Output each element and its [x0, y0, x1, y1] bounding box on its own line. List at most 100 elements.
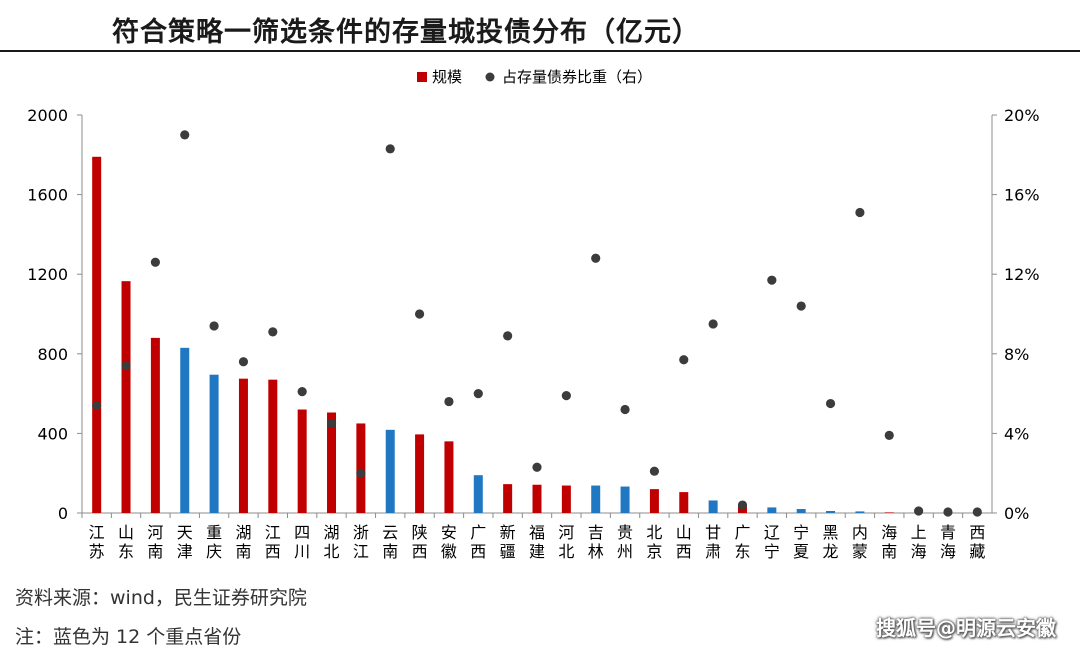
x-tick-label-bottom: 海: [940, 542, 956, 561]
dot-四川: [297, 387, 307, 397]
x-tick-label-bottom: 京: [646, 542, 662, 561]
dot-福建: [532, 462, 542, 472]
x-tick-label-top: 江: [89, 523, 105, 542]
x-tick-label-top: 吉: [588, 523, 604, 542]
y-tick-label-right: 4%: [1004, 424, 1029, 443]
dot-贵州: [620, 404, 630, 415]
x-tick-label-top: 山: [676, 523, 692, 542]
legend-label-share: 占存量债券比重（右）: [502, 68, 652, 86]
x-tick-label-bottom: 南: [881, 542, 897, 561]
x-tick-label-bottom: 疆: [500, 542, 516, 561]
dot-吉林: [591, 253, 601, 263]
legend-swatch-share: [485, 72, 495, 82]
x-tick-label-bottom: 北: [324, 542, 340, 561]
dot-海南: [884, 430, 894, 440]
x-tick-label-bottom: 宁: [764, 542, 780, 561]
bar-海南: [884, 512, 894, 513]
x-tick-label-bottom: 西: [265, 542, 281, 561]
x-tick-label-top: 新: [500, 523, 516, 542]
bar-广西: [473, 475, 483, 513]
dot-安徽: [444, 396, 454, 407]
y-tick-label-right: 16%: [1004, 186, 1040, 205]
dot-陕西: [414, 309, 425, 319]
x-tick-label-top: 重: [206, 523, 222, 542]
x-tick-label-bottom: 南: [235, 542, 251, 561]
x-tick-label-top: 海: [881, 523, 897, 542]
x-tick-label-top: 云: [382, 523, 398, 542]
y-tick-label-left: 0: [58, 504, 68, 523]
bar-湖南: [238, 378, 248, 513]
x-tick-label-bottom: 海: [911, 542, 927, 561]
dot-山西: [679, 355, 689, 365]
bar-天津: [180, 347, 190, 513]
bar-浙江: [356, 423, 366, 513]
bar-四川: [297, 409, 307, 513]
bar-河南: [150, 337, 160, 513]
dot-上海: [914, 506, 924, 516]
bar-云南: [385, 429, 395, 513]
x-tick-label-top: 河: [558, 523, 574, 542]
x-tick-label-bottom: 东: [118, 542, 134, 561]
dot-新疆: [503, 331, 513, 341]
title-rule: [0, 50, 1080, 52]
dot-宁夏: [796, 301, 806, 311]
x-tick-label-top: 福: [529, 523, 545, 542]
bar-内蒙: [855, 511, 865, 513]
dot-湖南: [238, 357, 249, 367]
x-tick-label-top: 内: [852, 523, 868, 542]
x-tick-label-top: 陕: [412, 523, 428, 542]
x-tick-label-bottom: 苏: [89, 542, 105, 561]
chart-title: 符合策略一筛选条件的存量城投债分布（亿元）: [112, 17, 700, 48]
x-tick-label-top: 湖: [324, 523, 340, 542]
source-note: 资料来源：wind，民生证券研究院: [15, 587, 307, 609]
y-tick-label-left: 800: [37, 345, 68, 364]
x-tick-label-bottom: 南: [147, 542, 163, 561]
x-tick-label-bottom: 建: [529, 542, 545, 561]
bar-江苏: [92, 156, 102, 513]
bar-安徽: [444, 441, 454, 513]
y-tick-label-left: 1600: [27, 186, 68, 205]
dot-江苏: [92, 400, 102, 411]
bar-重庆: [209, 374, 219, 513]
x-tick-label-bottom: 夏: [793, 542, 809, 561]
bar-湖北: [327, 412, 337, 513]
bar-甘肃: [708, 500, 718, 513]
x-tick-label-top: 甘: [705, 523, 721, 542]
bar-dot-chart: 规模 占存量债券比重（右） 0 0% 400 4% 800 8% 1200 12% 1600 16…: [27, 68, 1040, 561]
x-tick-label-top: 贵: [617, 523, 633, 542]
bar-福建: [532, 484, 542, 513]
bar-宁夏: [796, 509, 806, 513]
x-tick-label-bottom: 肃: [705, 542, 721, 561]
x-tick-label-bottom: 林: [588, 542, 604, 561]
x-tick-label-top: 四: [294, 523, 310, 542]
dot-广东: [737, 500, 748, 510]
dot-河南: [150, 257, 160, 267]
y-tick-label-left: 2000: [27, 106, 68, 125]
bar-吉林: [591, 485, 601, 513]
legend-swatch-scale: [417, 72, 427, 82]
bar-山东: [121, 281, 131, 513]
x-tick-label-bottom: 西: [470, 542, 486, 561]
footnote: 注：蓝色为 12 个重点省份: [15, 626, 242, 648]
x-tick-label-bottom: 龙: [823, 542, 839, 561]
x-tick-label-bottom: 藏: [969, 542, 985, 561]
dot-西藏: [972, 507, 982, 517]
bar-江西: [268, 379, 278, 513]
x-tick-label-bottom: 川: [294, 542, 310, 561]
bar-北京: [649, 489, 659, 513]
y-tick-label-right: 20%: [1004, 106, 1040, 125]
x-tick-label-top: 安: [441, 523, 457, 542]
x-tick-label-bottom: 蒙: [852, 542, 868, 561]
bar-河北: [561, 485, 571, 513]
dot-内蒙: [855, 207, 865, 218]
dot-北京: [649, 466, 660, 476]
bar-新疆: [503, 484, 513, 513]
dot-浙江: [356, 468, 366, 478]
legend: 规模 占存量债券比重（右）: [417, 68, 652, 86]
dot-天津: [180, 130, 190, 140]
dot-山东: [121, 361, 131, 371]
bar-辽宁: [767, 507, 777, 513]
y-tick-label-right: 12%: [1004, 265, 1040, 284]
x-tick-label-top: 北: [646, 523, 662, 542]
x-tick-label-top: 河: [147, 523, 163, 542]
